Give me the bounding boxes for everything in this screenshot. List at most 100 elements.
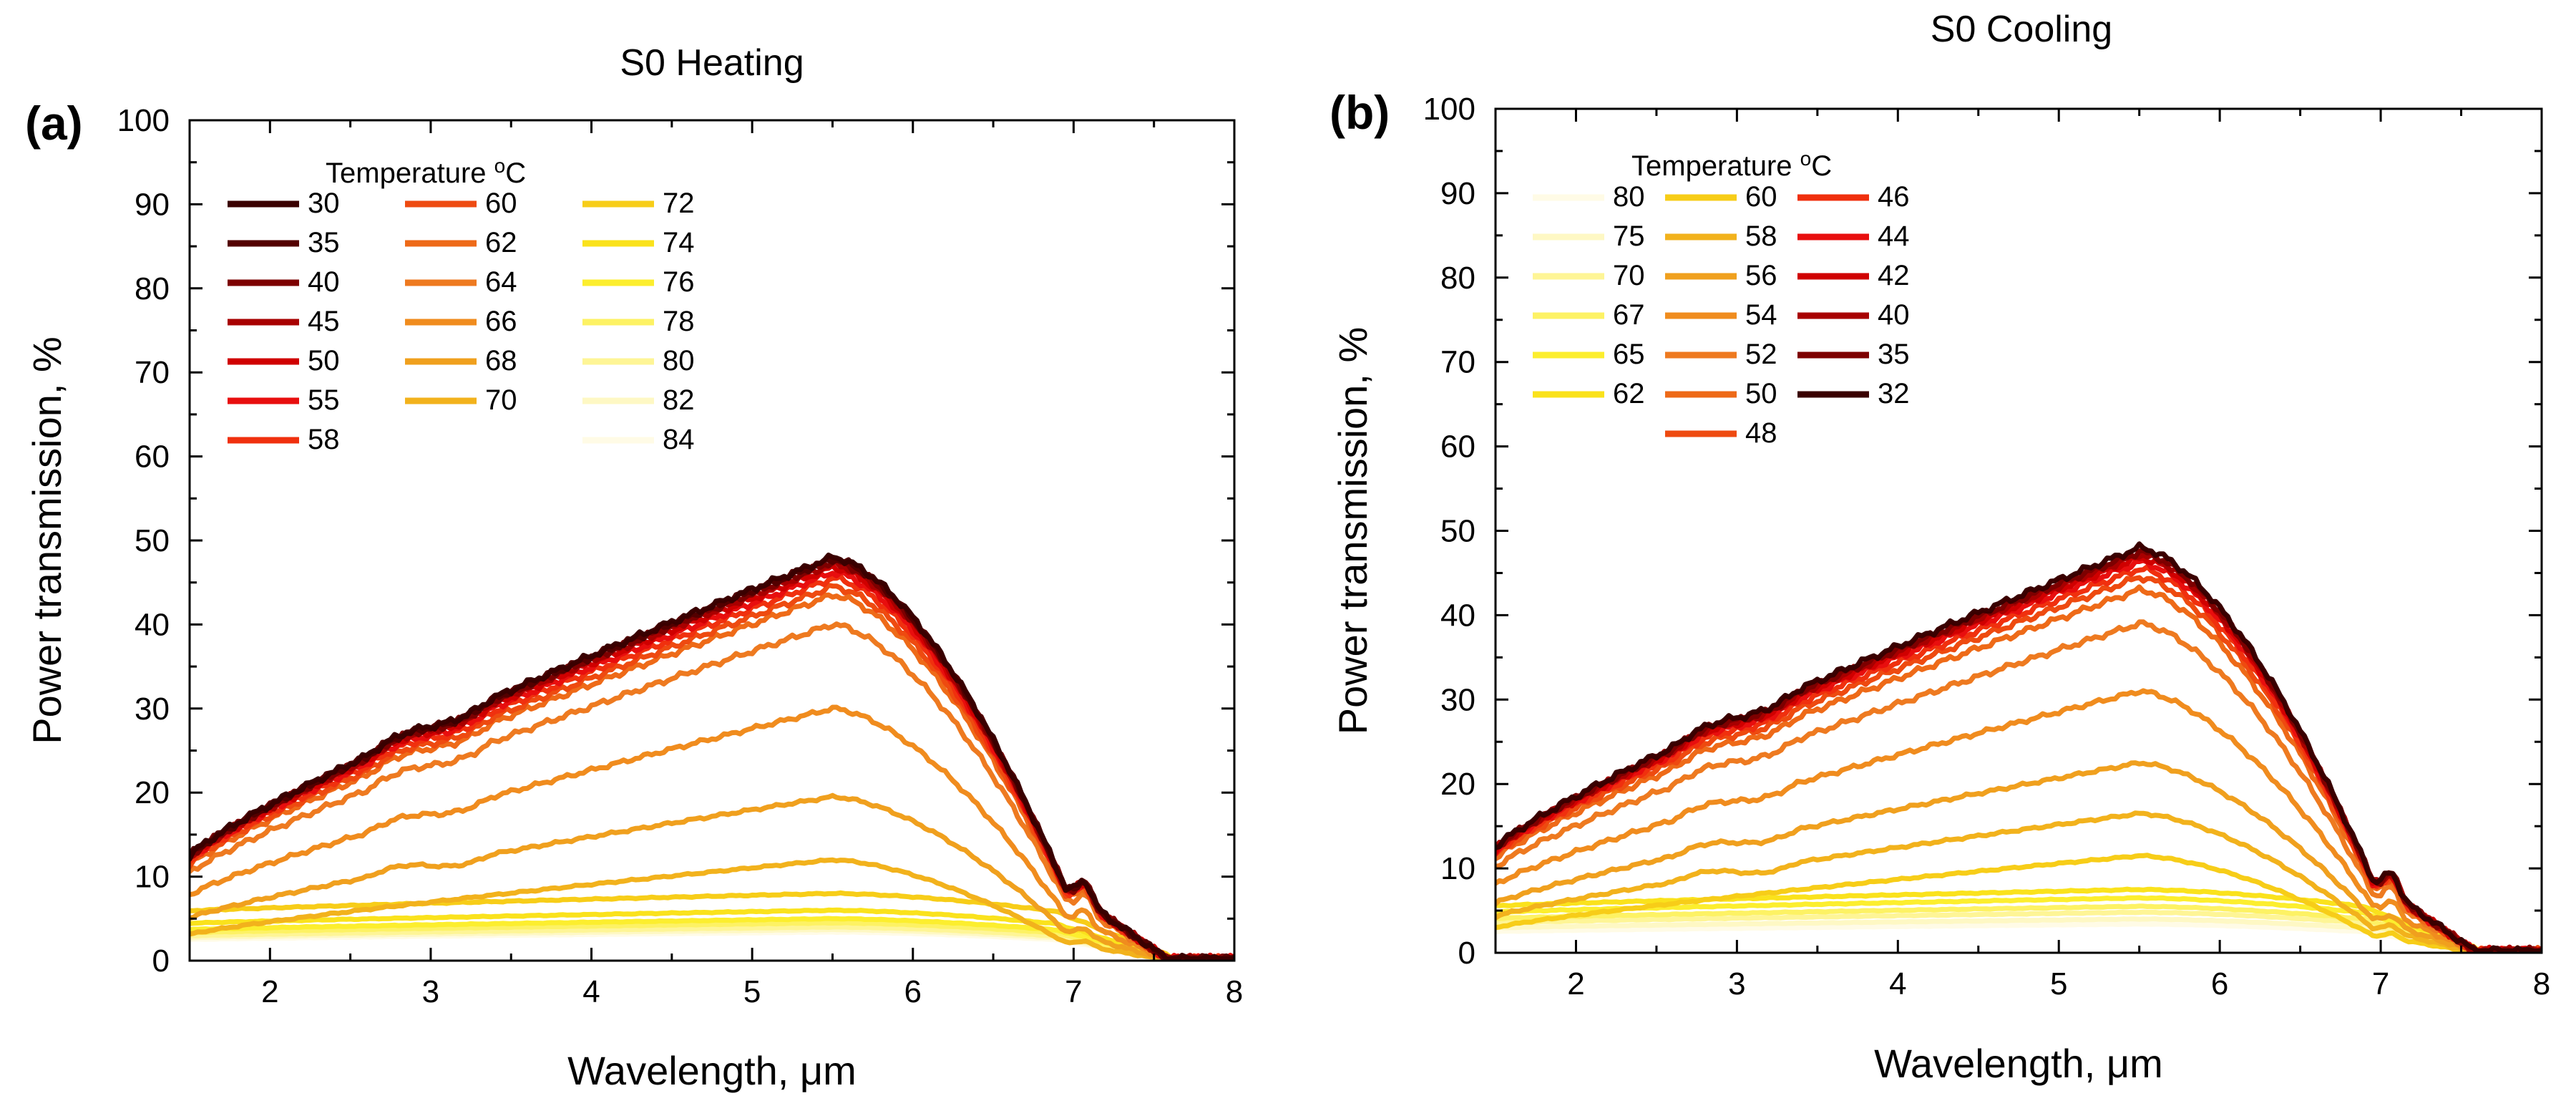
legend-label: 70 xyxy=(485,384,517,416)
x-tick-label: 5 xyxy=(743,974,761,1009)
legend-item-50: 50 xyxy=(1665,378,1777,409)
legend-label: 64 xyxy=(485,266,517,298)
series-line-70 xyxy=(190,857,1234,961)
legend-label: 70 xyxy=(1613,260,1645,291)
y-axis-label: Power transmission, % xyxy=(24,336,69,744)
series-line-62 xyxy=(1496,886,2542,953)
legend-label: 50 xyxy=(1745,378,1777,409)
y-tick-label: 60 xyxy=(135,440,170,475)
legend-label: 65 xyxy=(1613,339,1645,370)
legend-item-40: 40 xyxy=(1797,299,1910,331)
series-line-32 xyxy=(1496,541,2542,953)
y-tick-label: 40 xyxy=(1440,598,1475,633)
series-line-56 xyxy=(1496,760,2542,953)
legend-label: 50 xyxy=(308,345,340,377)
series-group xyxy=(1496,541,2542,953)
y-tick-label: 90 xyxy=(1440,176,1475,211)
legend-label: 55 xyxy=(308,384,340,416)
y-tick-label: 100 xyxy=(117,103,170,138)
legend-label: 60 xyxy=(1745,181,1777,213)
y-tick-label: 70 xyxy=(135,355,170,390)
chart-title: S0 Heating xyxy=(620,42,804,84)
legend-item-46: 46 xyxy=(1797,181,1910,213)
legend-item-66: 66 xyxy=(405,306,517,337)
legend-item-84: 84 xyxy=(582,424,695,455)
panel-label: (b) xyxy=(1330,86,1390,139)
series-line-80 xyxy=(190,924,1234,961)
legend-item-55: 55 xyxy=(228,384,340,416)
y-tick-label: 60 xyxy=(1440,430,1475,465)
x-tick-label: 2 xyxy=(1567,966,1584,1001)
legend-label: 40 xyxy=(308,266,340,298)
x-tick-label: 2 xyxy=(261,974,278,1009)
x-tick-label: 8 xyxy=(1226,974,1243,1009)
legend-label: 67 xyxy=(1613,299,1645,331)
legend-item-64: 64 xyxy=(405,266,517,298)
legend-item-80: 80 xyxy=(1533,181,1645,213)
legend-item-67: 67 xyxy=(1533,299,1645,331)
legend-title-unit: C xyxy=(505,157,526,189)
legend-label: 40 xyxy=(1878,299,1910,331)
legend-item-74: 74 xyxy=(582,227,695,258)
legend-label: 35 xyxy=(308,227,340,258)
series-line-58 xyxy=(1496,810,2542,953)
legend-item-70: 70 xyxy=(405,384,517,416)
series-line-54 xyxy=(1496,688,2542,953)
legend-label: 75 xyxy=(1613,220,1645,252)
x-tick-label: 7 xyxy=(1065,974,1082,1009)
legend-label: 35 xyxy=(1878,339,1910,370)
legend-item-65: 65 xyxy=(1533,339,1645,370)
y-tick-label: 100 xyxy=(1423,92,1475,127)
x-tick-label: 3 xyxy=(1728,966,1745,1001)
x-tick-label: 7 xyxy=(2372,966,2389,1001)
legend-label: 48 xyxy=(1745,417,1777,449)
legend-label: 45 xyxy=(308,306,340,337)
legend-item-50: 50 xyxy=(228,345,340,377)
x-axis-label: Wavelength, μm xyxy=(567,1048,857,1093)
legend-item-52: 52 xyxy=(1665,339,1777,370)
legend-label: 58 xyxy=(308,424,340,455)
x-tick-label: 8 xyxy=(2533,966,2550,1001)
legend-item-58: 58 xyxy=(228,424,340,455)
legend-label: 62 xyxy=(1613,378,1645,409)
legend-item-54: 54 xyxy=(1665,299,1777,331)
legend-item-70: 70 xyxy=(1533,260,1645,291)
legend-label: 42 xyxy=(1878,260,1910,291)
x-tick-label: 4 xyxy=(582,974,600,1009)
legend-label: 78 xyxy=(663,306,695,337)
legend-label: 56 xyxy=(1745,260,1777,291)
legend: 30 35 40 45 50 55 58 60 62 64 66 68 70 72 74 76 78 80 82 84 xyxy=(228,188,695,455)
y-tick-label: 0 xyxy=(1458,936,1475,971)
panel-label: (a) xyxy=(25,97,83,150)
legend-item-82: 82 xyxy=(582,384,695,416)
y-tick-label: 80 xyxy=(1440,261,1475,296)
legend-title: Temperature oC xyxy=(1631,147,1832,182)
y-tick-label: 80 xyxy=(135,271,170,306)
series-line-68 xyxy=(190,792,1234,961)
x-tick-label: 4 xyxy=(1889,966,1906,1001)
legend-item-75: 75 xyxy=(1533,220,1645,252)
legend-item-44: 44 xyxy=(1797,220,1910,252)
series-line-30 xyxy=(190,553,1234,961)
x-tick-label: 3 xyxy=(422,974,439,1009)
legend-label: 30 xyxy=(308,188,340,219)
legend-title-degree: o xyxy=(1800,147,1812,170)
legend-item-45: 45 xyxy=(228,306,340,337)
panel-heating: S0 Heating(a)2 3 4 5 6 7 801020304050607080901… xyxy=(24,42,1243,1093)
legend: 80 75 70 67 65 62 60 58 56 54 52 50 48 46 44 42 40 35 32 xyxy=(1533,181,1910,449)
series-line-76 xyxy=(190,916,1234,961)
legend-label: 46 xyxy=(1878,181,1910,213)
legend-label: 60 xyxy=(485,188,517,219)
legend-item-78: 78 xyxy=(582,306,695,337)
x-tick-label: 6 xyxy=(904,974,922,1009)
legend-item-60: 60 xyxy=(405,188,517,219)
legend-item-68: 68 xyxy=(405,345,517,377)
series-line-64 xyxy=(190,621,1234,961)
y-tick-label: 10 xyxy=(135,860,170,895)
y-tick-label: 50 xyxy=(1440,514,1475,549)
legend-item-58: 58 xyxy=(1665,220,1777,252)
y-tick-label: 20 xyxy=(135,775,170,810)
legend-item-62: 62 xyxy=(405,227,517,258)
legend-label: 66 xyxy=(485,306,517,337)
